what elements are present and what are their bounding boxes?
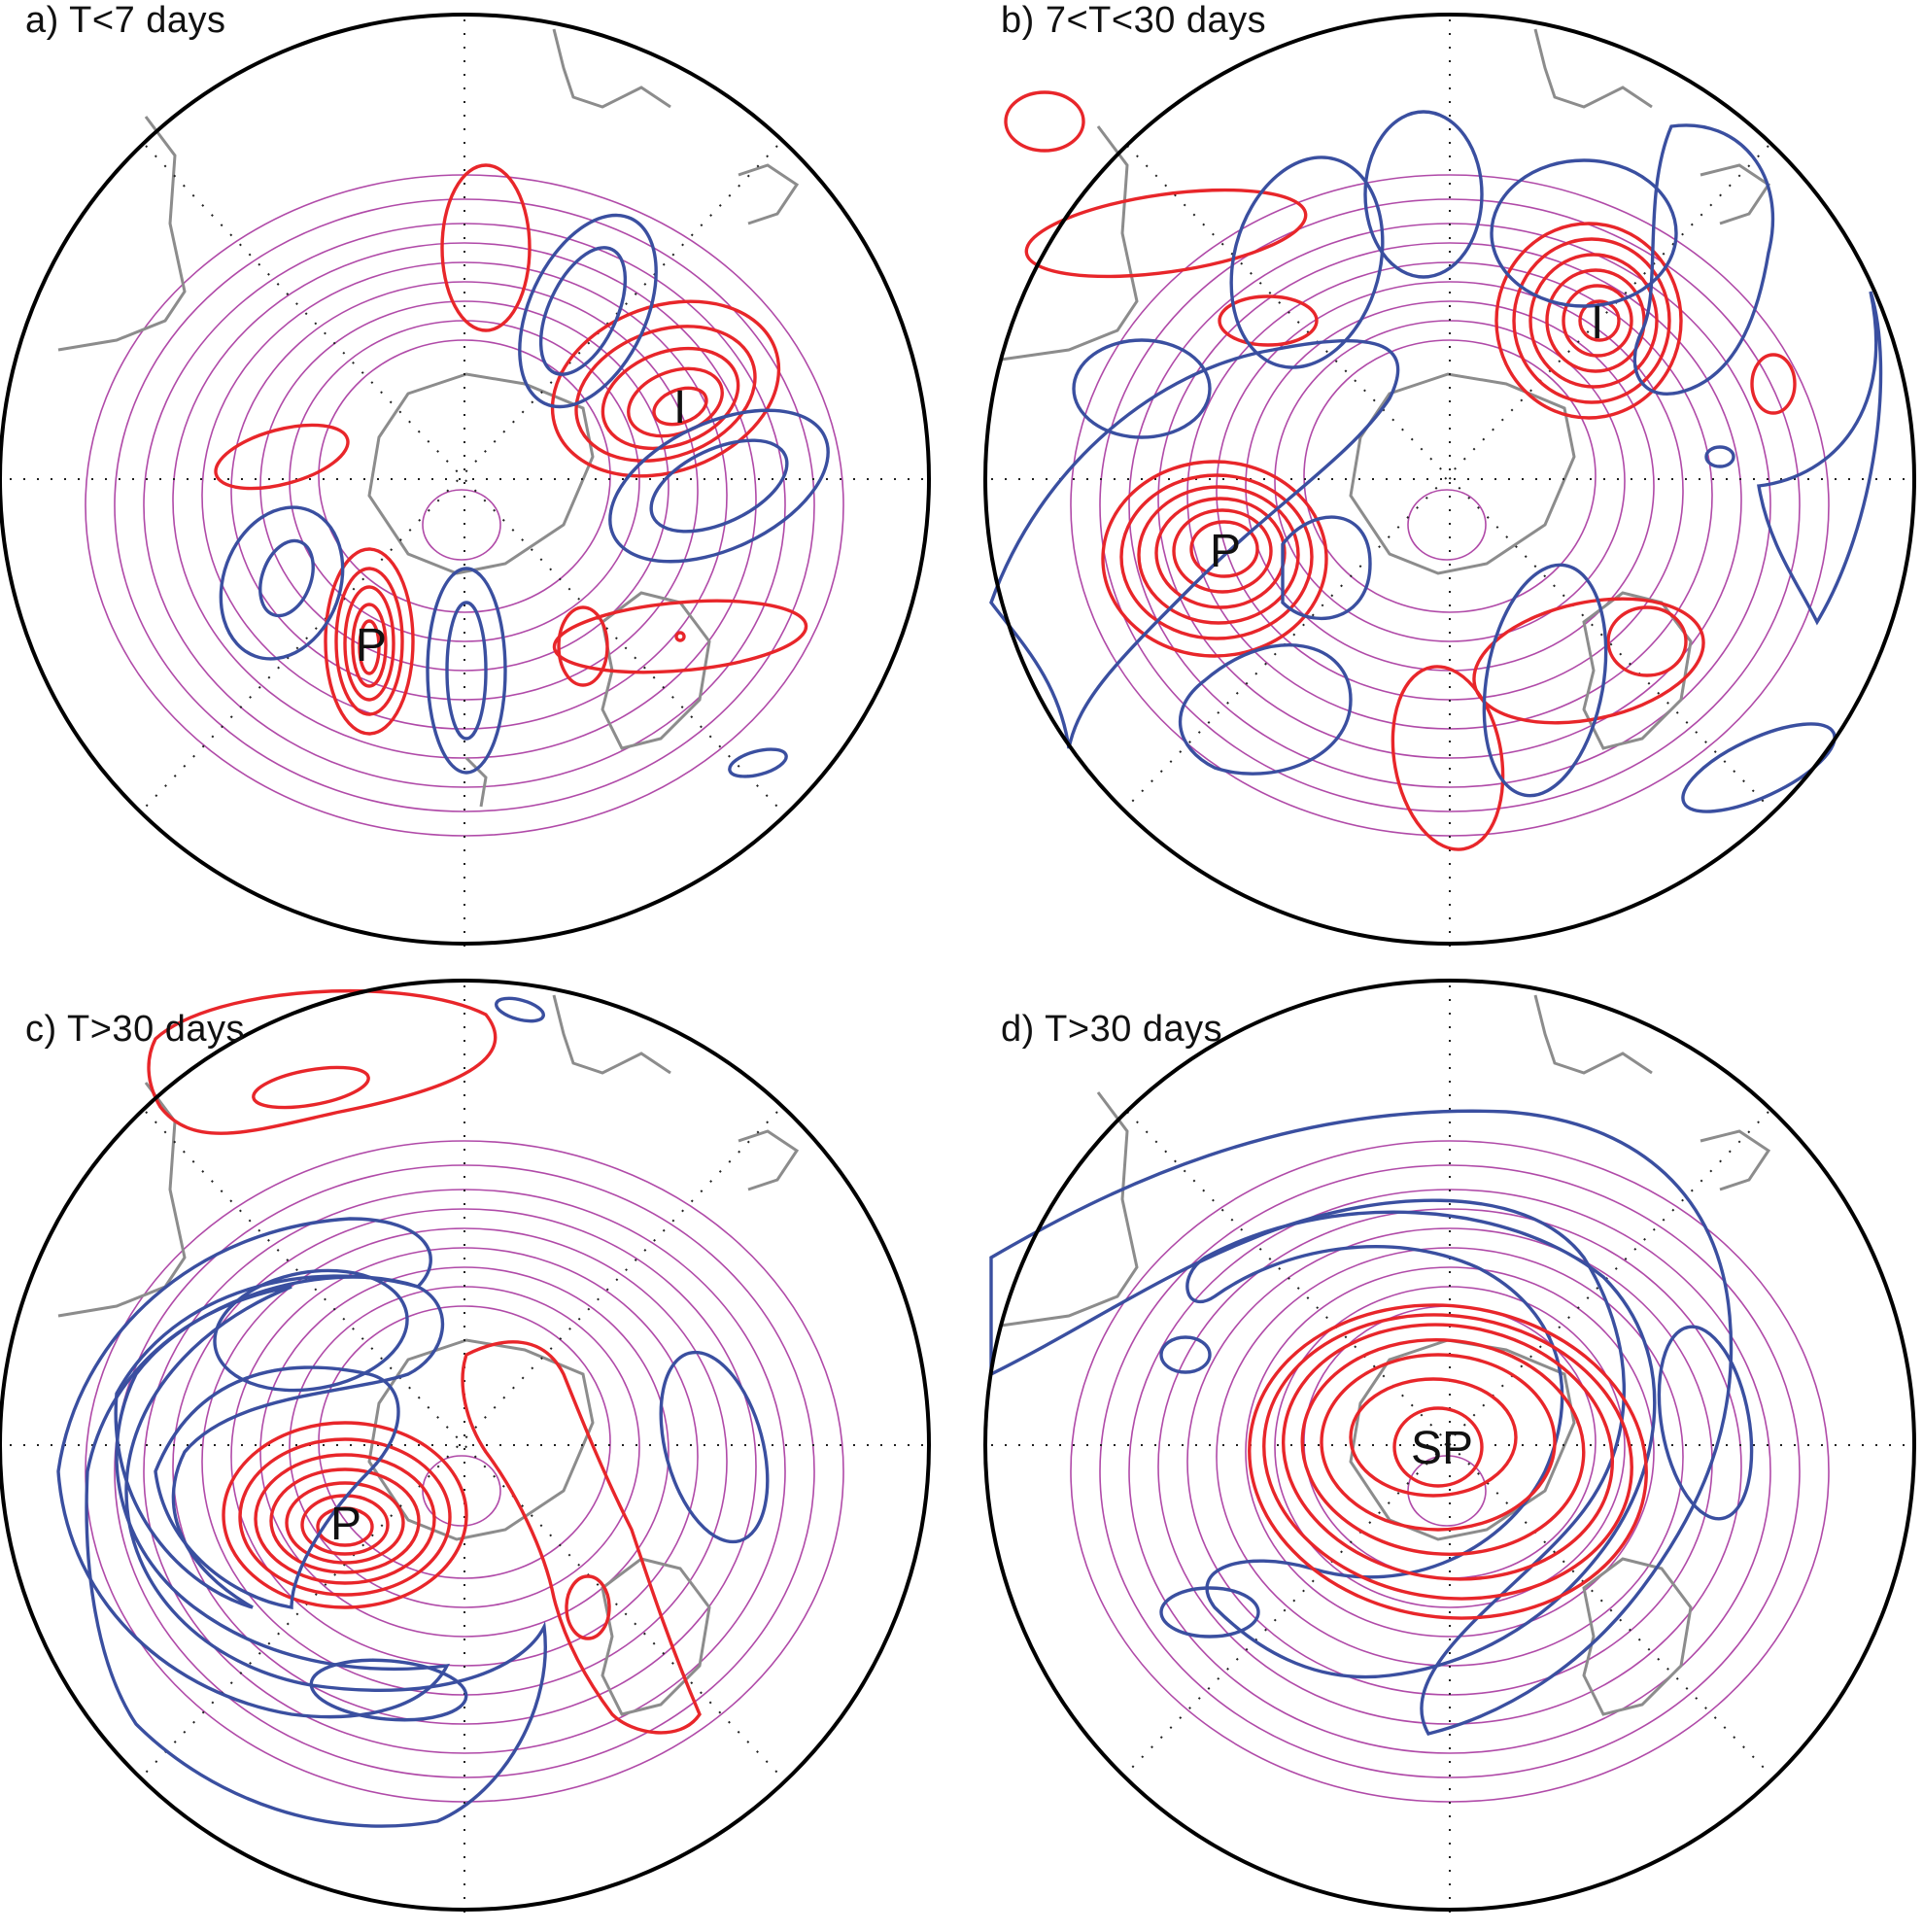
label-p: P xyxy=(1210,526,1241,577)
negative-contours xyxy=(56,996,770,1828)
polar-map-a: P I xyxy=(0,13,931,952)
positive-contours xyxy=(1248,1303,1648,1620)
polar-map-b: P I xyxy=(983,13,1916,952)
graticule xyxy=(10,985,923,1918)
map-frame xyxy=(0,13,931,946)
label-i: I xyxy=(673,382,686,433)
map-frame xyxy=(983,979,1916,1912)
panel-b: P I b) 7<T<30 days xyxy=(962,0,1923,966)
graticule xyxy=(991,985,1909,1918)
panel-title-d: d) T>30 days xyxy=(1001,1009,1223,1050)
negative-contours xyxy=(219,213,830,778)
coastlines xyxy=(1000,28,1771,750)
label-p: P xyxy=(330,1499,361,1550)
panel-a: P I a) T<7 days xyxy=(0,0,962,966)
graticule xyxy=(10,19,923,952)
polar-map-c: P xyxy=(0,979,931,1918)
map-frame xyxy=(983,13,1916,946)
graticule xyxy=(991,19,1909,952)
panel-title-c: c) T>30 days xyxy=(25,1009,246,1050)
polar-map-d: SP xyxy=(983,979,1916,1918)
coastlines xyxy=(57,28,800,808)
label-sp: SP xyxy=(1411,1423,1473,1474)
panel-title-b: b) 7<T<30 days xyxy=(1001,0,1267,41)
label-i: I xyxy=(1591,297,1603,349)
positive-contours xyxy=(147,988,702,1735)
negative-contours xyxy=(989,1109,1754,1736)
label-p: P xyxy=(356,620,387,672)
positive-contours xyxy=(214,163,808,736)
negative-contours xyxy=(989,110,1883,813)
panel-c: P c) T>30 days xyxy=(0,966,962,1932)
panel-d: SP d) T>30 days xyxy=(962,966,1923,1932)
panel-title-a: a) T<7 days xyxy=(25,0,226,41)
positive-contours xyxy=(1004,90,1797,851)
map-frame xyxy=(0,979,931,1912)
